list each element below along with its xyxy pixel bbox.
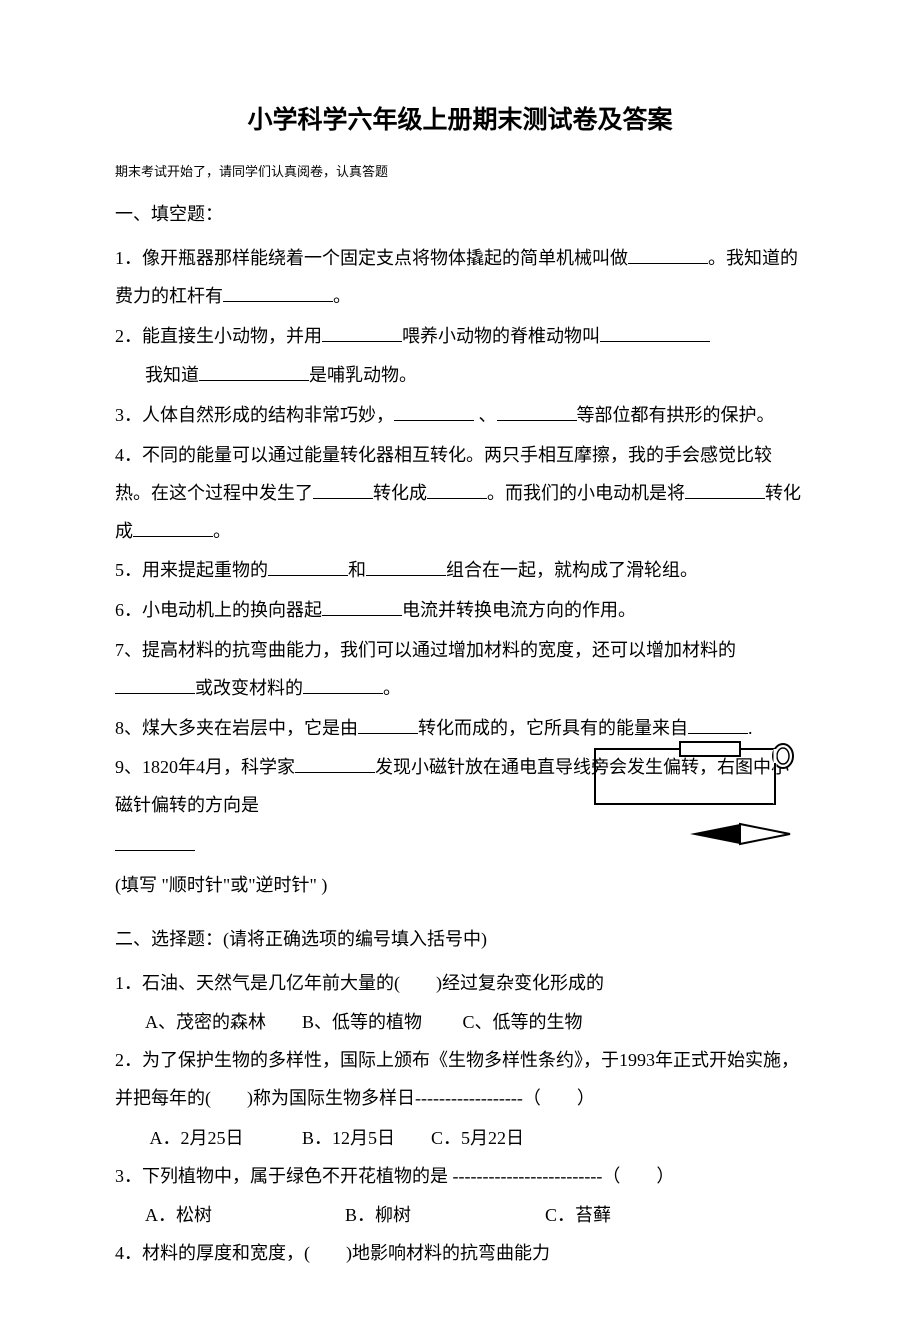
s1-q7: 7、提高材料的抗弯曲能力，我们可以通过增加材料的宽度，还可以增加材料的或改变材料… xyxy=(115,632,805,708)
s1-q7-text-b: 或改变材料的 xyxy=(195,678,303,698)
s1-q3: 3．人体自然形成的结构非常巧妙， 、 等部位都有拱形的保护。 xyxy=(115,397,805,435)
s2-q3-options: A．松树B．柳树C．苔藓 xyxy=(115,1197,805,1235)
s2-q3: 3．下列植物中，属于绿色不开花植物的是 --------------------… xyxy=(115,1158,805,1196)
s1-q4-text-c: 。而我们的小电动机是将 xyxy=(487,483,685,503)
s1-q5-text-b: 和 xyxy=(348,560,366,580)
page-title: 小学科学六年级上册期末测试卷及答案 xyxy=(115,100,805,136)
s1-q5-text-a: 5．用来提起重物的 xyxy=(115,560,268,580)
s1-q2-text-d: 是哺乳动物。 xyxy=(309,365,417,385)
s1-q2-text-b: 喂养小动物的脊椎动物叫 xyxy=(402,326,600,346)
blank[interactable] xyxy=(223,284,333,302)
s1-q8-text-b: 转化而成的，它所具有的能量来自 xyxy=(418,718,688,738)
s1-q4: 4．不同的能量可以通过能量转化器相互转化。两只手相互摩擦，我的手会感觉比较热。在… xyxy=(115,437,805,550)
s1-q6-text-a: 6．小电动机上的换向器起 xyxy=(115,600,322,620)
s1-q2-text-c: 我知道 xyxy=(145,365,199,385)
s2-q2: 2．为了保护生物的多样性，国际上颁布《生物多样性条约》，于1993年正式开始实施… xyxy=(115,1042,805,1118)
s2-q3-opt-b: B．柳树 xyxy=(345,1197,545,1235)
s2-q4: 4．材料的厚度和宽度，( )地影响材料的抗弯曲能力 xyxy=(115,1235,805,1273)
s1-q2-line2: 我知道 是哺乳动物。 xyxy=(115,357,805,395)
s2-q3-opt-c: C．苔藓 xyxy=(545,1205,611,1225)
blank[interactable] xyxy=(199,363,309,381)
s1-q4-text-e: 。 xyxy=(213,521,231,541)
s1-q8-text-c: . xyxy=(748,718,753,738)
s2-q2-opts-text: A．2月25日 B．12月5日 C．5月22日 xyxy=(150,1128,525,1148)
s1-q7-text-a: 7、提高材料的抗弯曲能力，我们可以通过增加材料的宽度，还可以增加材料的 xyxy=(115,640,736,660)
blank[interactable] xyxy=(600,324,710,342)
blank[interactable] xyxy=(133,519,213,537)
blank[interactable] xyxy=(394,403,474,421)
s1-q9-text-a: 9、1820年4月，科学家 xyxy=(115,757,295,777)
s1-q2: 2．能直接生小动物，并用 喂养小动物的脊椎动物叫 xyxy=(115,318,805,356)
s1-q9-line3: (填写 "顺时针"或"逆时针" ) xyxy=(115,867,545,905)
s1-q3-text-c: 等部位都有拱形的保护。 xyxy=(577,405,775,425)
blank[interactable] xyxy=(427,481,487,499)
s1-q8-text-a: 8、煤大多夹在岩层中，它是由 xyxy=(115,718,358,738)
blank[interactable] xyxy=(497,403,577,421)
exam-note: 期末考试开始了，请同学们认真阅卷，认真答题 xyxy=(115,161,805,180)
s1-q1: 1．像开瓶器那样能绕着一个固定支点将物体撬起的简单机械叫做。我知道的费力的杠杆有… xyxy=(115,240,805,316)
s2-q1: 1．石油、天然气是几亿年前大量的( )经过复杂变化形成的 xyxy=(115,965,805,1003)
s1-q9-text-c: (填写 "顺时针"或"逆时针" ) xyxy=(115,875,327,895)
s1-q5-text-c: 组合在一起，就构成了滑轮组。 xyxy=(446,560,698,580)
blank[interactable] xyxy=(322,598,402,616)
s1-q5: 5．用来提起重物的 和 组合在一起，就构成了滑轮组。 xyxy=(115,552,805,590)
s1-q3-text-a: 3．人体自然形成的结构非常巧妙， xyxy=(115,405,394,425)
s1-q7-text-c: 。 xyxy=(383,678,401,698)
s1-q9-line2 xyxy=(115,827,545,865)
s1-q3-text-b: 、 xyxy=(474,405,497,425)
blank[interactable] xyxy=(685,481,765,499)
blank[interactable] xyxy=(628,246,708,264)
s1-q6-text-b: 电流并转换电流方向的作用。 xyxy=(402,600,636,620)
circuit-diagram-icon xyxy=(585,739,805,849)
blank[interactable] xyxy=(358,716,418,734)
blank[interactable] xyxy=(303,676,383,694)
section1-header: 一、填空题： xyxy=(115,200,805,226)
blank[interactable] xyxy=(313,481,373,499)
blank[interactable] xyxy=(688,716,748,734)
s2-q2-options: A．2月25日 B．12月5日 C．5月22日 xyxy=(115,1120,805,1158)
blank[interactable] xyxy=(115,676,195,694)
s1-q2-text-a: 2．能直接生小动物，并用 xyxy=(115,326,322,346)
blank[interactable] xyxy=(322,324,402,342)
s2-q1-options: A、茂密的森林 B、低等的植物 C、低等的生物 xyxy=(115,1004,805,1042)
blank[interactable] xyxy=(366,558,446,576)
blank[interactable] xyxy=(295,755,375,773)
section2-header: 二、选择题：(请将正确选项的编号填入括号中) xyxy=(115,925,805,951)
blank[interactable] xyxy=(115,833,195,851)
s1-q9-container: 9、1820年4月，科学家发现小磁针放在通电直导线旁会发生偏转，右图中小磁针偏转… xyxy=(115,749,805,904)
s1-q6: 6．小电动机上的换向器起 电流并转换电流方向的作用。 xyxy=(115,592,805,630)
s2-q3-opt-a: A．松树 xyxy=(145,1197,345,1235)
s1-q1-text-c: 。 xyxy=(333,286,351,306)
blank[interactable] xyxy=(268,558,348,576)
s1-q1-text-a: 1．像开瓶器那样能绕着一个固定支点将物体撬起的简单机械叫做 xyxy=(115,248,628,268)
s1-q4-text-b: 转化成 xyxy=(373,483,427,503)
